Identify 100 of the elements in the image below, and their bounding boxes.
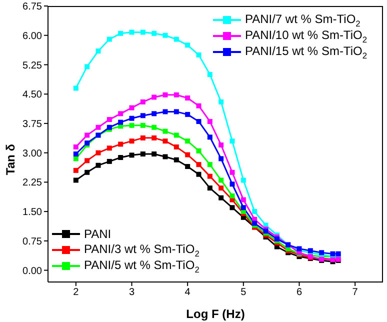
point: [196, 52, 202, 58]
point: [106, 117, 112, 122]
legend-label: PANI/15 wt % Sm-TiO$_{2}$: [244, 44, 367, 60]
point: [129, 116, 134, 121]
point: [162, 128, 168, 134]
point: [207, 72, 212, 78]
legend-label: PANI/3 wt % Sm-TiO$_{2}$: [84, 242, 200, 258]
point: [162, 154, 168, 160]
point: [118, 155, 124, 160]
y-tick-label: 1.50: [22, 207, 42, 218]
point: [336, 251, 341, 256]
point: [152, 135, 157, 140]
point: [240, 178, 246, 183]
point: [196, 103, 202, 108]
point: [140, 135, 146, 140]
point: [73, 168, 78, 173]
point: [84, 158, 90, 164]
point: [196, 162, 202, 168]
point: [240, 197, 246, 202]
point: [218, 99, 224, 104]
point: [196, 148, 202, 154]
point: [185, 96, 190, 100]
point: [106, 158, 112, 164]
point: [129, 105, 134, 110]
point: [140, 122, 146, 128]
point: [140, 99, 146, 104]
point: [185, 152, 190, 158]
point: [84, 64, 90, 70]
point: [174, 132, 179, 138]
point: [162, 32, 168, 38]
x-tick-label: 6: [296, 287, 302, 298]
point: [152, 151, 157, 156]
point: [96, 124, 101, 130]
y-tick-label: 3.00: [22, 148, 42, 160]
point: [152, 30, 157, 36]
x-tick-label: 4: [184, 287, 191, 298]
x-tick-label: 7: [352, 287, 358, 298]
point: [252, 209, 258, 214]
point: [174, 144, 179, 150]
point: [230, 205, 235, 210]
x-tick-label: 2: [73, 287, 80, 298]
point: [196, 118, 202, 124]
point: [73, 86, 78, 91]
x-axis-title: Log F (Hz): [186, 307, 245, 321]
point: [129, 152, 134, 158]
legend-label: PANI/5 wt % Sm-TiO$_{2}$: [84, 258, 200, 274]
point: [152, 111, 157, 116]
point: [230, 182, 235, 187]
point: [218, 156, 224, 162]
point: [207, 174, 212, 179]
point: [218, 186, 224, 191]
point: [84, 170, 90, 175]
point: [162, 138, 168, 144]
point: [96, 48, 101, 54]
point: [96, 150, 101, 156]
point: [230, 138, 235, 144]
point: [174, 36, 179, 42]
point: [196, 172, 202, 177]
point: [140, 30, 146, 35]
point: [96, 162, 101, 168]
point: [129, 138, 134, 144]
y-tick-label: 5.25: [22, 60, 42, 72]
point: [218, 178, 224, 183]
point: [140, 113, 146, 118]
point: [118, 111, 124, 116]
y-tick-label: 2.25: [22, 178, 42, 189]
y-tick-label: 0.75: [22, 236, 42, 248]
point: [207, 118, 212, 124]
x-tick-label: 5: [240, 287, 247, 298]
point: [162, 92, 168, 98]
y-tick-label: 0.00: [22, 266, 42, 277]
point: [129, 122, 134, 128]
point: [73, 156, 78, 162]
point: [207, 162, 212, 168]
point: [240, 205, 246, 210]
y-tick-label: 3.75: [22, 118, 42, 130]
point: [185, 164, 190, 170]
point: [106, 146, 112, 151]
legend-label: PANI/7 wt % Sm-TiO$_{2}$: [244, 12, 360, 28]
point: [73, 144, 78, 150]
point: [152, 124, 157, 130]
point: [230, 170, 235, 175]
point: [118, 120, 124, 125]
legend-label: PANI: [84, 227, 112, 241]
y-axis-title: Tan δ: [3, 144, 18, 176]
point: [162, 109, 168, 114]
point: [140, 151, 146, 156]
point: [218, 142, 224, 148]
point: [330, 251, 336, 256]
point: [230, 193, 235, 198]
x-tick-label: 3: [128, 287, 135, 298]
point: [185, 138, 190, 144]
point: [174, 109, 179, 114]
point: [129, 30, 134, 35]
point: [73, 151, 78, 156]
point: [152, 94, 157, 100]
point: [118, 30, 124, 36]
y-tick-label: 4.50: [22, 90, 42, 101]
point: [118, 142, 124, 147]
point: [207, 186, 212, 191]
